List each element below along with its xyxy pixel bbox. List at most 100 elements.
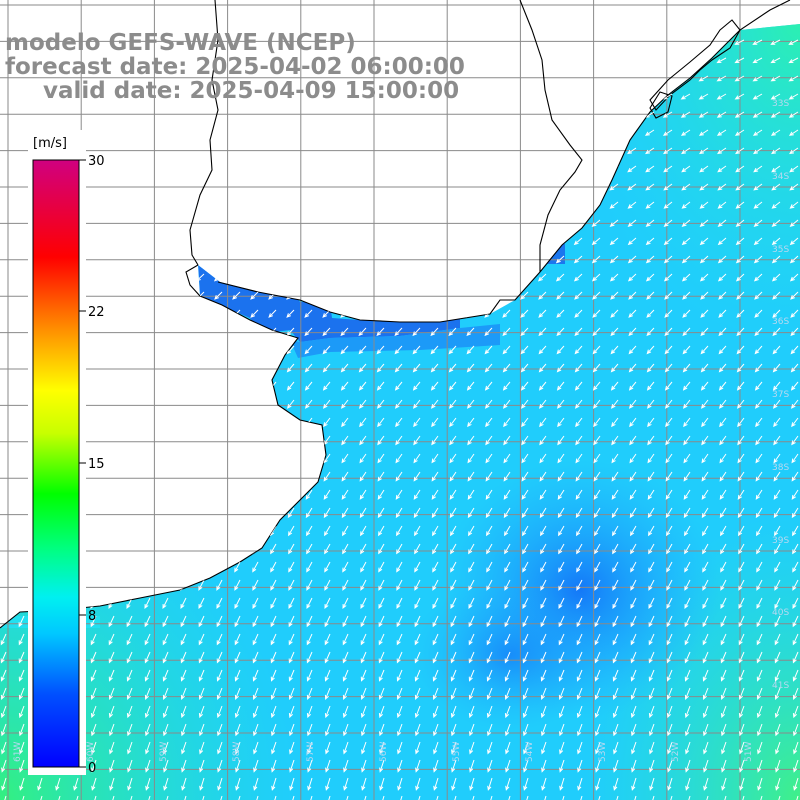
wind-arrow <box>89 471 97 482</box>
wind-arrow <box>592 327 601 337</box>
wind-arrow <box>87 201 97 209</box>
wind-arrow <box>666 561 673 573</box>
wind-arrow <box>592 363 601 373</box>
wind-arrow <box>376 363 385 373</box>
wind-arrow <box>502 345 511 355</box>
wind-arrow <box>357 165 367 173</box>
wind-arrow <box>611 435 619 446</box>
wind-arrow <box>630 615 637 628</box>
wind-arrow <box>788 57 799 64</box>
wind-arrow <box>342 615 349 628</box>
wind-arrow <box>270 669 277 682</box>
wind-arrow <box>645 201 655 209</box>
wind-arrow <box>230 129 241 136</box>
wind-arrow <box>627 255 637 264</box>
wind-arrow <box>198 687 205 700</box>
wind-arrow <box>287 417 295 428</box>
wind-arrow <box>324 579 331 591</box>
wind-arrow <box>124 345 133 355</box>
wind-arrow <box>666 687 673 700</box>
wind-arrow <box>252 633 259 646</box>
longitude-label: 59W <box>159 742 169 762</box>
wind-arrow <box>483 165 493 173</box>
wind-arrow <box>359 507 367 519</box>
wind-arrow <box>756 687 763 700</box>
wind-arrow <box>216 669 223 682</box>
wind-arrow <box>702 633 709 646</box>
wind-arrow <box>737 489 745 500</box>
wind-arrow <box>536 93 547 100</box>
wind-arrow <box>681 237 691 246</box>
wind-arrow <box>17 453 25 464</box>
wind-arrow <box>322 327 331 337</box>
wind-arrow <box>180 705 187 719</box>
wind-arrow <box>772 381 781 391</box>
wind-arrow <box>217 741 223 755</box>
wind-arrow <box>467 507 475 519</box>
wind-arrow <box>199 777 205 791</box>
wind-arrow <box>663 165 673 173</box>
wind-arrow <box>16 363 25 373</box>
wind-arrow <box>792 579 799 591</box>
wind-arrow <box>340 291 349 300</box>
wind-arrow <box>107 453 115 464</box>
wind-arrow <box>252 525 259 537</box>
wind-arrow <box>342 525 349 537</box>
wind-arrow <box>0 309 7 318</box>
wind-arrow <box>214 399 223 409</box>
wind-arrow <box>361 723 367 737</box>
wind-arrow <box>127 759 133 773</box>
wind-arrow <box>324 561 331 573</box>
wind-arrow <box>162 543 169 555</box>
wind-arrow <box>142 345 151 355</box>
wind-arrow <box>734 57 745 64</box>
wind-arrow <box>559 777 565 791</box>
wind-arrow <box>178 381 187 391</box>
wind-arrow <box>700 363 709 373</box>
wind-arrow <box>485 417 493 428</box>
wind-arrow <box>1 777 7 791</box>
wind-arrow <box>287 489 295 500</box>
wind-arrow <box>756 615 763 628</box>
wind-arrow <box>450 687 457 700</box>
wind-arrow <box>341 507 349 519</box>
wind-arrow <box>0 435 7 446</box>
wind-arrow <box>429 165 439 173</box>
wind-arrow <box>737 435 745 446</box>
wind-arrow <box>144 561 151 573</box>
wind-arrow <box>160 327 169 337</box>
wind-arrow <box>18 687 25 700</box>
wind-arrow <box>464 129 475 136</box>
wind-arrow <box>754 345 763 355</box>
wind-arrow <box>0 561 7 573</box>
wind-arrow <box>772 399 781 409</box>
wind-arrow <box>667 741 673 755</box>
latitude-label: 41S <box>772 681 789 691</box>
wind-arrow <box>196 363 205 373</box>
wind-arrow <box>739 741 745 755</box>
wind-arrow <box>466 345 475 355</box>
wind-arrow <box>680 57 691 64</box>
wind-arrow <box>433 795 439 800</box>
wind-arrow <box>702 651 709 664</box>
wind-arrow <box>558 705 565 719</box>
wind-arrow <box>504 615 511 628</box>
wind-arrow <box>181 741 187 755</box>
wind-arrow <box>466 291 475 300</box>
wind-arrow <box>539 471 547 482</box>
wind-arrow <box>735 183 745 191</box>
wind-arrow <box>180 669 187 682</box>
wind-arrow <box>793 723 799 737</box>
wind-arrow <box>505 741 511 755</box>
wind-arrow <box>267 165 277 173</box>
wind-arrow <box>270 705 277 719</box>
wind-arrow <box>793 795 799 800</box>
wind-arrow <box>739 723 745 737</box>
wind-arrow <box>396 633 403 646</box>
wind-arrow <box>789 201 799 209</box>
wind-arrow <box>105 201 115 209</box>
wind-arrow <box>574 363 583 373</box>
wind-arrow <box>214 345 223 355</box>
wind-arrow <box>644 75 655 82</box>
wind-arrow <box>593 417 601 428</box>
